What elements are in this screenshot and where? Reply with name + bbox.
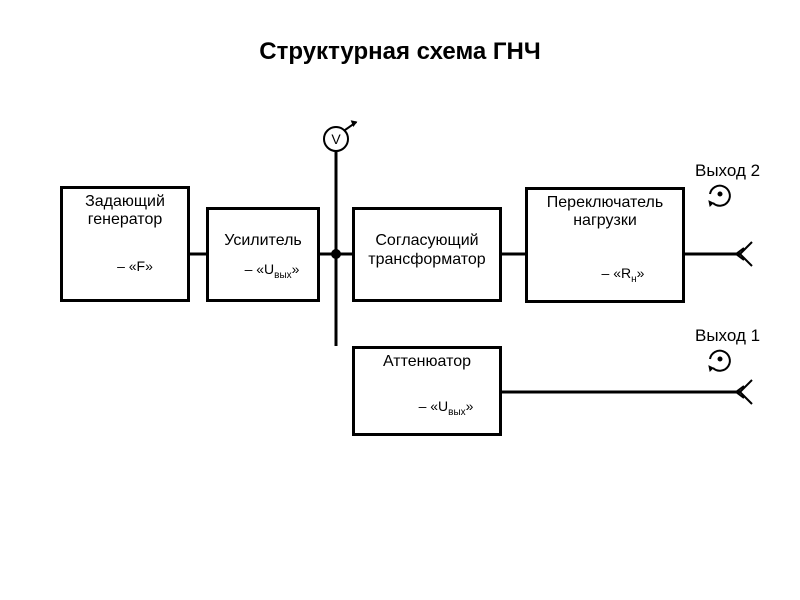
output-label: Выход 2 — [695, 161, 760, 181]
diagram-canvas: V Задающийгенератор Усилитель Согласующи… — [0, 66, 800, 546]
block-loadswitch: Переключательнагрузки — [525, 187, 685, 303]
svg-text:V: V — [331, 131, 341, 147]
block-label: Переключательнагрузки — [547, 194, 663, 231]
block-label: Задающийгенератор — [85, 193, 165, 230]
block-transformer: Согласующийтрансформатор — [352, 207, 502, 302]
symbol-text: – «F» — [117, 258, 153, 274]
symbol-text: – «Uвых» — [419, 398, 474, 418]
block-label: Усилитель — [224, 214, 302, 251]
block-generator: Задающийгенератор — [60, 186, 190, 302]
block-label: Согласующийтрансформатор — [368, 214, 485, 269]
block-attenuator: Аттенюатор — [352, 346, 502, 436]
block-amplifier: Усилитель — [206, 207, 320, 302]
diagram-svg: V — [0, 66, 800, 546]
block-label: Аттенюатор — [383, 353, 471, 371]
page-title: Структурная схема ГНЧ — [0, 0, 800, 66]
symbol-text: – «Uвых» — [245, 261, 300, 281]
output-label: Выход 1 — [695, 326, 760, 346]
symbol-text: – «Rн» — [602, 265, 645, 285]
